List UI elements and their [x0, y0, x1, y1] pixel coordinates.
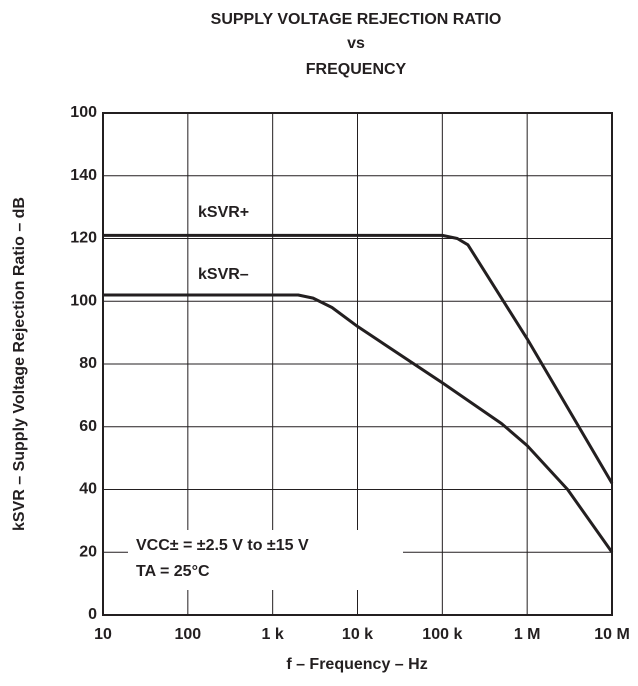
- plot-frame: [102, 112, 613, 616]
- y-tick-label: 0: [88, 606, 97, 623]
- x-tick-label: 100 k: [422, 626, 462, 643]
- series-line: [103, 293, 614, 554]
- chart-title: FREQUENCY: [306, 61, 407, 78]
- y-tick-label: 120: [70, 230, 97, 247]
- series-line: [103, 233, 614, 484]
- y-tick-label: 140: [70, 167, 97, 184]
- y-tick-label: 80: [79, 355, 97, 372]
- y-tick-label: 40: [79, 481, 97, 498]
- legend-label: kSVR+: [198, 204, 249, 221]
- annotation-box: [128, 530, 403, 590]
- x-tick-label: 1 k: [262, 626, 284, 643]
- x-tick-label: 100: [174, 626, 201, 643]
- x-tick-label: 10: [94, 626, 112, 643]
- legend-label: kSVR–: [198, 266, 249, 283]
- annotation: TA = 25°C: [136, 563, 210, 580]
- x-axis-label: f – Frequency – Hz: [286, 656, 427, 673]
- x-tick-label: 10 M: [594, 626, 630, 643]
- y-tick-label: 100: [70, 292, 97, 309]
- y-tick-label: 60: [79, 418, 97, 435]
- x-tick-label: 1 M: [514, 626, 541, 643]
- y-axis-label: kSVR – Supply Voltage Rejection Ratio – …: [11, 197, 28, 531]
- y-tick-label: 20: [79, 543, 97, 560]
- chart-title: vs: [347, 35, 365, 52]
- y-tick-label: 100: [70, 104, 97, 121]
- chart-title: SUPPLY VOLTAGE REJECTION RATIO: [211, 11, 502, 28]
- x-tick-label: 10 k: [342, 626, 373, 643]
- annotation: VCC± = ±2.5 V to ±15 V: [136, 537, 309, 554]
